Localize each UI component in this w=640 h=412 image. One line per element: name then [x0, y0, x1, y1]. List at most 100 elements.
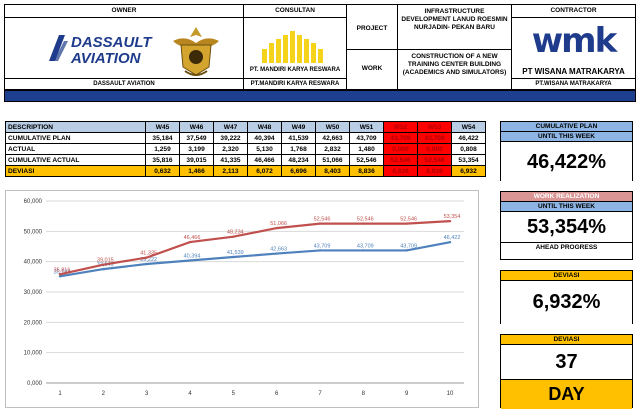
progress-chart-svg: 0,000 10,000 20,000 30,000 40,000 50,000 60,00…	[24, 199, 464, 397]
data-point	[318, 222, 322, 225]
table-cell: 0,000	[383, 143, 418, 155]
data-point	[58, 275, 62, 278]
data-point	[275, 226, 278, 230]
table-cell: 1,466	[179, 165, 214, 177]
data-label: 39,222	[140, 257, 157, 263]
series-line-1	[59, 241, 451, 278]
x-tick-label: 6	[275, 391, 279, 397]
contractor-logo: wmk	[531, 21, 617, 61]
data-point	[275, 252, 278, 255]
progress-chart: 0,000 10,000 20,000 30,000 40,000 50,000 60,00…	[5, 190, 479, 408]
project-label: PROJECT	[356, 25, 388, 32]
table-cell: 1,259	[145, 143, 180, 155]
data-label: 40,394	[184, 253, 201, 259]
data-point	[145, 262, 148, 266]
data-label: 52,546	[400, 217, 417, 223]
table-cell: 2,320	[213, 143, 248, 155]
owner-name: DASSAULT AVIATION	[93, 81, 155, 87]
table-cell: 37,549	[179, 132, 214, 144]
table-cell: 39,222	[213, 132, 248, 144]
data-point	[102, 267, 105, 271]
y-tick-label: 40,000	[24, 260, 43, 266]
data-label: 52,546	[314, 217, 331, 223]
consultant-section: CONSULTAN PT. MANDIRI KARYA RESWARA PT.M…	[244, 5, 347, 89]
table-cell: 53,354	[451, 154, 486, 166]
data-point	[405, 249, 408, 252]
consultant-name-footer: PT.MANDIRI KARYA RESWARA	[250, 81, 340, 87]
table-row: ACTUAL 1,259 3,199 2,320 5,130 1,768 2,8…	[5, 143, 486, 155]
work-value: CONSTRUCTION OF A NEW TRAINING CENTER BU…	[402, 53, 507, 76]
table-row: CUMULATIVE PLAN 35,184 37,549 39,222 40,…	[5, 132, 486, 144]
data-point	[448, 219, 452, 223]
table-cell: 3,199	[179, 143, 214, 155]
data-point	[145, 256, 148, 259]
data-point	[232, 235, 235, 238]
table-cell: 52,546	[383, 154, 418, 166]
deviasi-value: 6,932%	[501, 280, 632, 324]
x-tick-label: 5	[232, 391, 236, 397]
table-cell: 51,066	[315, 154, 350, 166]
table-cell: 6,072	[247, 165, 282, 177]
work-realization-value: 53,354%	[501, 211, 632, 242]
row-label: CUMULATIVE PLAN	[5, 132, 146, 144]
data-label: 35,816	[54, 267, 71, 273]
data-label: 43,709	[357, 243, 374, 249]
data-label: 43,709	[314, 243, 331, 249]
week-header: W50	[315, 121, 350, 133]
table-cell: 43,709	[383, 132, 418, 144]
row-label: DEVIASI	[5, 165, 146, 177]
table-cell: 41,539	[281, 132, 316, 144]
data-point	[318, 249, 322, 252]
work-realization-card: WORK REALIZATION UNTIL THIS WEEK 53,354%…	[500, 191, 633, 260]
table-row: CUMULATIVE ACTUAL 35,816 39,015 41,335 4…	[5, 154, 486, 166]
week-header: W45	[145, 121, 180, 133]
contractor-name-footer: PT.WISANA MATRAKARYA	[535, 81, 612, 87]
project-values: INFRASTRUCTURE DEVELOPMENT LANUD ROESMIN…	[398, 5, 512, 89]
data-label: 42,663	[270, 247, 287, 253]
data-label: 51,066	[270, 221, 287, 227]
contractor-section: CONTRACTOR wmk PT WISANA MATRAKARYA PT.W…	[512, 5, 635, 89]
data-point	[405, 222, 408, 225]
table-cell: 5,130	[247, 143, 282, 155]
table-cell: 46,466	[247, 154, 282, 166]
y-tick-label: 20,000	[24, 320, 43, 326]
card-subtitle: UNTIL THIS WEEK	[501, 131, 632, 141]
y-tick-label: 60,000	[24, 199, 43, 205]
progress-status: AHEAD PROGRESS	[501, 242, 632, 252]
data-label: 39,015	[97, 258, 114, 264]
card-title: DEVIASI	[501, 271, 632, 280]
data-label: 48,234	[227, 230, 244, 236]
table-cell: 52,546	[417, 154, 452, 166]
card-subtitle: UNTIL THIS WEEK	[501, 201, 632, 211]
table-header-row: DESCRIPTION W45 W46 W47 W48 W49 W50 W51 …	[5, 121, 486, 133]
table-row-deviasi: DEVIASI 0,632 1,466 2,113 6,072 6,696 8,…	[5, 165, 486, 177]
table-cell: 8,403	[315, 165, 350, 177]
table-cell: 39,015	[179, 154, 214, 166]
owner-logo-line1: DASSAULT	[71, 34, 153, 51]
y-tick-label: 0,000	[27, 381, 43, 387]
week-header: W47	[213, 121, 248, 133]
data-label: 53,354	[444, 214, 461, 220]
week-header: W51	[349, 121, 384, 133]
table-cell: 1,768	[281, 143, 316, 155]
table-cell: 6,696	[281, 165, 316, 177]
contractor-label: CONTRACTOR	[550, 7, 597, 14]
table-cell: 2,113	[213, 165, 248, 177]
data-point	[188, 240, 192, 244]
card-title: DEVIASI	[501, 335, 632, 344]
table-cell: 40,394	[247, 132, 282, 144]
table-cell: 0,632	[145, 165, 180, 177]
table-cell: 41,335	[213, 154, 248, 166]
week-header: W49	[281, 121, 316, 133]
project-value: INFRASTRUCTURE DEVELOPMENT LANUD ROESMIN…	[401, 8, 508, 31]
data-point	[362, 249, 365, 252]
data-point	[448, 240, 452, 244]
table-cell: 8,836	[349, 165, 384, 177]
cumulative-plan-card: CUMULATIVE PLAN UNTIL THIS WEEK 46,422%	[500, 121, 633, 182]
owner-label: OWNER	[111, 7, 137, 14]
project-labels: PROJECT WORK	[347, 5, 398, 89]
card-title: CUMULATIVE PLAN	[501, 122, 632, 131]
data-label: 41,335	[140, 251, 157, 257]
table-cell: 52,546	[349, 154, 384, 166]
x-tick-label: 10	[447, 391, 454, 397]
